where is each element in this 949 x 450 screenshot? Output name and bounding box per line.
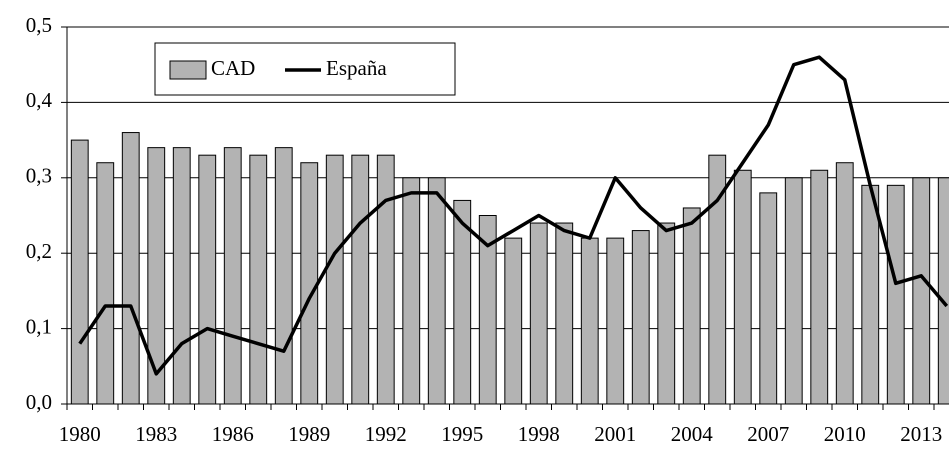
bar: [733, 169, 752, 405]
x-tick-label: 1983: [135, 422, 177, 446]
y-tick-label: 0,0: [26, 390, 52, 414]
bar: [300, 162, 319, 405]
x-tick-label: 2013: [900, 422, 942, 446]
bar: [759, 192, 778, 405]
bar: [886, 184, 905, 405]
bar: [172, 147, 191, 405]
bar: [912, 177, 931, 405]
bar: [580, 237, 599, 405]
bar: [529, 222, 548, 405]
bar: [402, 177, 421, 405]
x-tick-label: 1986: [212, 422, 254, 446]
bar: [784, 177, 803, 405]
bar: [937, 177, 949, 405]
bar: [606, 237, 625, 405]
bar: [682, 207, 701, 405]
x-tick-label: 2010: [824, 422, 866, 446]
legend-swatch: [169, 60, 207, 80]
bar: [835, 162, 854, 405]
bar: [70, 139, 89, 405]
y-tick-label: 0,4: [26, 88, 53, 112]
x-tick-label: 1989: [288, 422, 330, 446]
x-tick-label: 1992: [365, 422, 407, 446]
x-tick-label: 2001: [594, 422, 636, 446]
legend-label: CAD: [211, 56, 255, 80]
x-tick-label: 1980: [59, 422, 101, 446]
bar: [223, 147, 242, 405]
bar: [325, 154, 344, 405]
bar: [198, 154, 217, 405]
bar: [555, 222, 574, 405]
bar: [453, 199, 472, 405]
bar: [249, 154, 268, 405]
bar: [96, 162, 115, 405]
x-tick-label: 2007: [747, 422, 789, 446]
x-tick-label: 1998: [518, 422, 560, 446]
bar: [121, 132, 140, 405]
bar: [861, 184, 880, 405]
bar: [351, 154, 370, 405]
bar: [810, 169, 829, 405]
bar: [376, 154, 395, 405]
legend-label: España: [326, 56, 387, 80]
bar: [657, 222, 676, 405]
y-tick-label: 0,2: [26, 239, 52, 263]
x-tick-label: 1995: [441, 422, 483, 446]
bar: [274, 147, 293, 405]
bar: [427, 177, 446, 405]
y-tick-label: 0,5: [26, 13, 52, 37]
y-tick-label: 0,1: [26, 314, 52, 338]
x-tick-label: 2004: [671, 422, 714, 446]
y-tick-label: 0,3: [26, 164, 52, 188]
bar: [504, 237, 523, 405]
bar: [631, 230, 650, 405]
line: [78, 55, 949, 376]
